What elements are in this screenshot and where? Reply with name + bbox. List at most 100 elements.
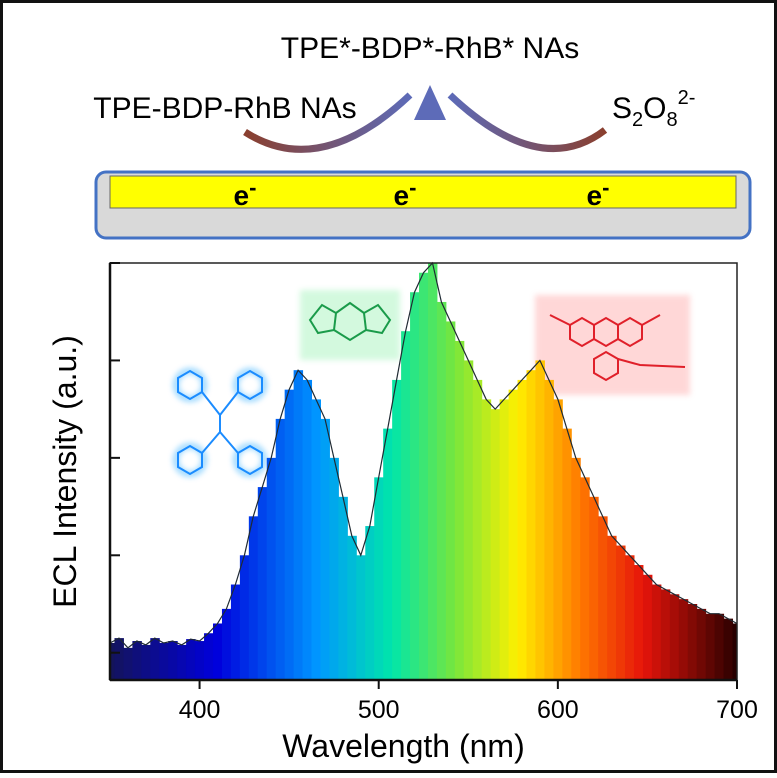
spectrum-bar	[257, 487, 268, 680]
spectrum-bar	[571, 457, 581, 680]
spectrum-bar	[284, 389, 295, 680]
spectrum-bar	[535, 360, 545, 680]
spectrum-bar	[159, 642, 169, 680]
spectrum-bar	[266, 457, 277, 680]
spectrum-bar	[499, 399, 510, 680]
spectrum-bar	[195, 641, 205, 680]
spectrum-bar	[141, 644, 151, 680]
spectrum-bar	[427, 263, 438, 680]
spectrum-bar	[150, 638, 160, 680]
spectrum-bar	[481, 399, 492, 680]
spectrum-bar	[687, 604, 698, 680]
text: S	[612, 92, 632, 125]
spectrum-bar	[678, 599, 689, 680]
spectrum-bar	[123, 647, 133, 680]
spectrum-bar	[616, 545, 626, 680]
electron-symbol: e	[394, 180, 410, 211]
bodipy-icon	[300, 290, 400, 360]
spectrum-bar	[714, 613, 725, 680]
spectrum-bar	[213, 623, 223, 680]
electron-symbol: e	[587, 180, 603, 211]
spectrum-line	[109, 261, 738, 649]
spectrum-bar	[392, 379, 402, 680]
spectrum-bar	[320, 418, 330, 680]
spectrum-bar	[347, 535, 357, 680]
x-tick-label: 700	[716, 696, 758, 724]
spectrum-bar	[580, 477, 590, 680]
spectrum-bar	[248, 516, 259, 680]
spectrum-bar	[293, 370, 304, 680]
spectrum-bar	[383, 428, 393, 680]
spectrum-bar	[669, 594, 680, 680]
y-axis-label: ECL Intensity (a.u.)	[47, 335, 83, 608]
spectrum-bar	[356, 555, 366, 680]
x-tick-label: 600	[537, 696, 579, 724]
spectrum-bar	[705, 613, 716, 680]
text: O	[643, 92, 666, 125]
spectrum-bar	[114, 638, 124, 680]
spectrum-bar	[723, 618, 734, 680]
spectrum-bar	[221, 608, 232, 680]
x-axis-label: Wavelength (nm)	[282, 728, 524, 764]
spectrum-bar	[526, 370, 536, 680]
spectrum-bar	[490, 409, 501, 680]
spectrum-bar	[589, 496, 599, 680]
arrow-arc	[447, 92, 608, 152]
electron-charge: -	[602, 175, 609, 200]
spectrum-bar	[732, 623, 737, 680]
spectrum-bar	[660, 589, 671, 680]
spectrum-bar	[633, 565, 644, 680]
spectrum-bar	[329, 457, 339, 680]
spectrum-bar	[311, 399, 321, 680]
tpe-icon	[173, 368, 267, 477]
spectrum-bar	[454, 340, 465, 680]
spectrum-bar	[562, 428, 572, 680]
spectrum-bar	[553, 399, 563, 680]
spectrum-bar	[230, 584, 241, 680]
spectrum-bar	[544, 379, 554, 680]
text: 2-	[678, 87, 696, 109]
electron-symbol: e	[234, 180, 250, 211]
spectrum-bar	[338, 496, 348, 680]
electron: e-	[394, 175, 417, 211]
electron: e-	[234, 175, 257, 211]
reactant-label: TPE-BDP-RhB NAs	[93, 92, 356, 125]
spectrum-bar	[642, 574, 653, 680]
spectrum-bar	[204, 633, 214, 680]
product-label: TPE*-BDP*-RhB* NAs	[281, 32, 579, 65]
spectrum-bar	[275, 418, 286, 680]
spectrum-bar	[410, 292, 420, 680]
arrow-head	[414, 85, 446, 120]
spectrum-bar	[607, 535, 617, 680]
spectrum-bar	[463, 360, 474, 680]
electrode-surface	[109, 175, 737, 209]
coreactant-label: S2O82-	[612, 87, 695, 131]
spectrum-bar	[445, 321, 456, 680]
arrow-arc	[243, 92, 413, 153]
spectrum-bar	[302, 379, 313, 680]
spectrum-bar	[696, 608, 707, 680]
text: 8	[666, 109, 677, 131]
spectrum-bar	[132, 641, 142, 680]
spectrum-bar	[186, 639, 196, 680]
spectrum-bar	[472, 379, 483, 680]
spectrum-bar	[517, 379, 528, 680]
spectrum-bar	[177, 644, 187, 680]
spectrum-bar	[374, 477, 384, 680]
x-tick-label: 400	[179, 696, 221, 724]
spectrum-bar	[436, 301, 447, 680]
electron-charge: -	[409, 175, 416, 200]
electron: e-	[587, 175, 610, 211]
spectrum-bar	[625, 555, 635, 680]
spectrum-bar	[508, 389, 519, 680]
spectrum-bar	[239, 555, 250, 680]
spectrum-bar	[365, 526, 375, 680]
spectrum-bar	[168, 641, 178, 680]
electron-charge: -	[249, 175, 256, 200]
spectrum-bar	[401, 331, 411, 680]
spectrum-bar	[651, 584, 662, 680]
rhodamine-icon	[535, 295, 690, 395]
spectrum-bar	[598, 516, 608, 680]
